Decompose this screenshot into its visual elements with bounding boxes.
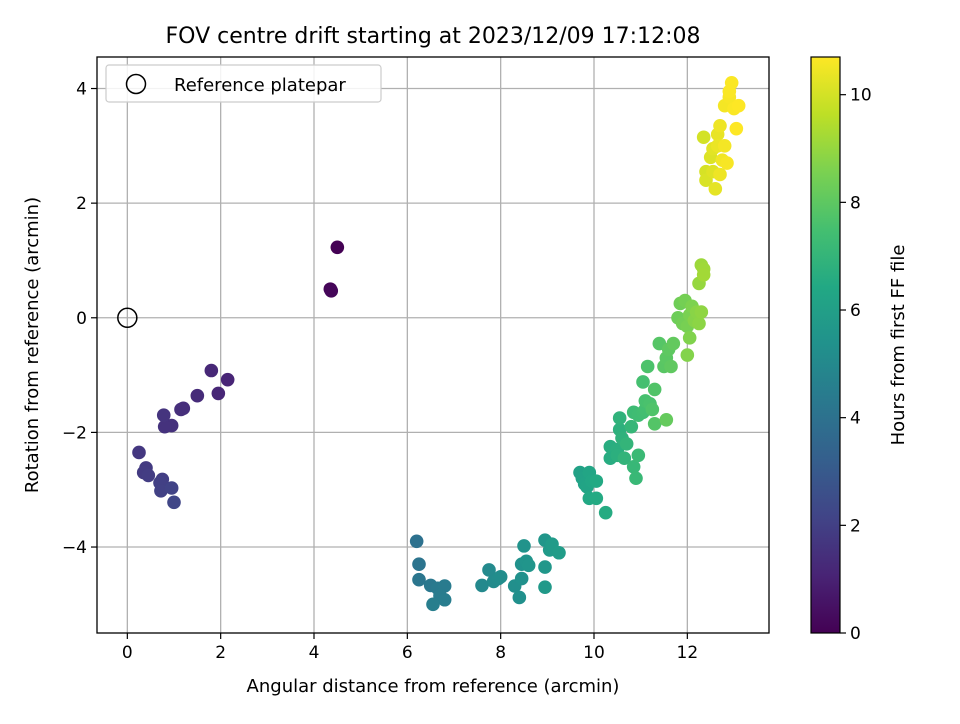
data-point xyxy=(154,484,168,498)
x-tick-label: 10 xyxy=(583,643,605,663)
data-point xyxy=(713,118,727,133)
data-point xyxy=(132,445,146,460)
data-point xyxy=(141,468,156,483)
data-point xyxy=(626,459,641,474)
reference-platepar-marker xyxy=(117,307,138,329)
data-point xyxy=(514,571,529,586)
chart-title: FOV centre drift starting at 2023/12/09 … xyxy=(166,24,701,49)
data-point xyxy=(619,437,634,451)
data-point xyxy=(426,597,440,612)
data-point xyxy=(617,451,632,465)
data-point xyxy=(157,419,172,434)
data-point xyxy=(437,592,452,607)
data-point xyxy=(645,402,660,417)
data-point xyxy=(682,331,697,345)
data-point xyxy=(696,130,711,145)
colorbar xyxy=(810,56,841,634)
data-point xyxy=(156,408,171,423)
data-point xyxy=(631,448,646,463)
data-point xyxy=(211,386,226,401)
data-point xyxy=(167,495,181,510)
data-point xyxy=(493,570,508,584)
colorbar-tick-label: 6 xyxy=(850,301,861,321)
data-point xyxy=(598,505,613,520)
colorbar-tick-label: 0 xyxy=(850,624,861,644)
x-axis-label: Angular distance from reference (arcmin) xyxy=(247,676,620,697)
data-point xyxy=(475,578,489,593)
data-point xyxy=(664,359,678,374)
y-tick-label: 4 xyxy=(76,80,87,100)
data-point xyxy=(680,348,695,362)
legend: Reference platepar xyxy=(105,64,382,103)
colorbar-ticks: 0 2 4 6 8 10 xyxy=(840,86,872,644)
data-point xyxy=(692,316,706,331)
data-point xyxy=(629,471,643,486)
data-point xyxy=(517,539,531,553)
data-point xyxy=(694,305,709,319)
data-point xyxy=(720,156,734,170)
data-point xyxy=(521,558,536,573)
data-point xyxy=(412,572,426,587)
data-point xyxy=(647,417,662,431)
data-point xyxy=(330,240,345,255)
data-point xyxy=(538,560,552,574)
colorbar-label: Hours from first FF file xyxy=(888,245,909,446)
x-tick-label: 2 xyxy=(215,643,226,663)
data-point xyxy=(589,474,604,488)
data-point xyxy=(324,284,339,298)
data-point xyxy=(708,182,723,196)
data-point xyxy=(190,388,205,403)
x-tick-label: 12 xyxy=(677,643,699,663)
data-point xyxy=(713,167,727,182)
y-tick-label: 0 xyxy=(76,309,87,329)
colorbar-tick-label: 4 xyxy=(850,409,861,429)
data-point xyxy=(409,534,424,549)
plot-frame xyxy=(96,56,770,634)
data-point xyxy=(174,402,188,417)
colorbar-tick-label: 10 xyxy=(850,86,872,106)
data-point xyxy=(538,580,552,594)
data-point xyxy=(204,363,219,378)
data-point xyxy=(636,375,650,389)
legend-entry: Reference platepar xyxy=(174,75,346,96)
data-point xyxy=(647,382,662,397)
data-point xyxy=(624,419,639,434)
legend-marker xyxy=(125,73,147,95)
y-tick-label: −2 xyxy=(62,423,87,443)
data-point xyxy=(731,98,746,113)
y-axis-ticks: −4 −2 0 2 4 xyxy=(62,80,97,558)
data-point xyxy=(659,412,674,427)
data-point xyxy=(164,481,179,495)
data-point xyxy=(589,491,604,506)
y-tick-label: 2 xyxy=(76,194,87,214)
y-axis-label: Rotation from reference (arcmin) xyxy=(22,197,43,493)
data-point xyxy=(512,590,527,605)
data-point xyxy=(412,557,426,572)
x-axis-ticks: 0 2 4 6 8 10 12 xyxy=(122,633,698,663)
data-point xyxy=(666,336,681,351)
data-point xyxy=(696,267,711,282)
data-point xyxy=(220,372,235,387)
x-tick-label: 4 xyxy=(309,643,320,663)
x-tick-label: 8 xyxy=(495,643,506,663)
colorbar-tick-label: 8 xyxy=(850,193,861,213)
x-tick-label: 6 xyxy=(402,643,413,663)
data-point xyxy=(612,411,627,425)
colorbar-tick-label: 2 xyxy=(850,516,861,536)
data-point xyxy=(717,139,732,153)
data-point xyxy=(482,563,496,577)
legend-box xyxy=(105,64,382,103)
data-point xyxy=(722,84,737,99)
y-tick-label: −4 xyxy=(62,538,87,558)
data-point xyxy=(552,545,566,560)
data-point xyxy=(729,121,744,136)
data-point xyxy=(640,359,655,374)
x-tick-label: 0 xyxy=(122,643,133,663)
data-points xyxy=(132,75,746,612)
